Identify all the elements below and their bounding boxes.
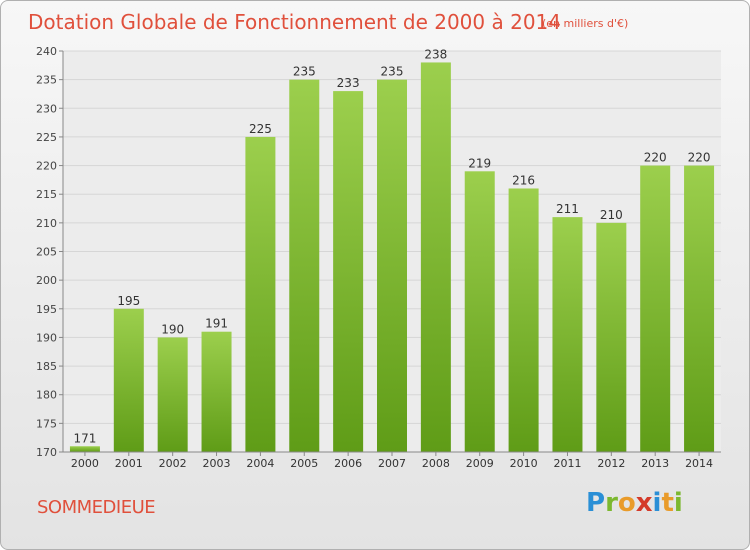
data-label: 238 bbox=[424, 47, 447, 61]
bar bbox=[552, 217, 583, 452]
y-tick-label: 240 bbox=[36, 45, 57, 58]
y-tick-label: 210 bbox=[36, 217, 57, 230]
bar bbox=[201, 331, 232, 452]
bars-layer bbox=[69, 62, 715, 453]
x-tick-label: 2003 bbox=[203, 457, 231, 470]
y-tick-label: 185 bbox=[36, 360, 57, 373]
y-tick-label: 205 bbox=[36, 246, 57, 259]
data-label: 219 bbox=[468, 156, 491, 170]
bar bbox=[69, 446, 100, 452]
x-tick-label: 2002 bbox=[159, 457, 187, 470]
x-tick-label: 2001 bbox=[115, 457, 143, 470]
bar bbox=[684, 165, 715, 453]
data-label: 235 bbox=[381, 65, 404, 79]
commune-name: SOMMEDIEUE bbox=[37, 497, 156, 518]
chart-unit: (en milliers d'€) bbox=[542, 17, 629, 30]
y-tick-label: 220 bbox=[36, 160, 57, 173]
x-tick-label: 2005 bbox=[290, 457, 318, 470]
x-tick-label: 2008 bbox=[422, 457, 450, 470]
data-label: 195 bbox=[117, 294, 140, 308]
y-tick-label: 170 bbox=[36, 446, 57, 459]
data-label: 210 bbox=[600, 208, 623, 222]
x-tick-label: 2006 bbox=[334, 457, 362, 470]
bar bbox=[420, 62, 451, 452]
x-tick-label: 2000 bbox=[71, 457, 99, 470]
y-tick-label: 225 bbox=[36, 131, 57, 144]
bar bbox=[289, 79, 320, 453]
bar bbox=[333, 91, 364, 452]
logo-letter: i bbox=[673, 488, 683, 518]
bar bbox=[640, 165, 671, 453]
x-tick-label: 2009 bbox=[466, 457, 494, 470]
bar bbox=[157, 337, 188, 452]
logo-letter: P bbox=[586, 488, 606, 518]
logo-letter: t bbox=[661, 488, 674, 518]
x-tick-label: 2013 bbox=[641, 457, 669, 470]
logo-letter: o bbox=[617, 488, 636, 518]
proxiti-logo: Proxiti bbox=[586, 488, 683, 518]
y-tick-label: 195 bbox=[36, 303, 57, 316]
y-tick-label: 235 bbox=[36, 74, 57, 87]
x-tick-label: 2011 bbox=[553, 457, 581, 470]
x-tick-label: 2007 bbox=[378, 457, 406, 470]
bar bbox=[508, 188, 539, 452]
logo-letter: x bbox=[635, 488, 653, 518]
data-label: 190 bbox=[161, 322, 184, 336]
bar bbox=[596, 222, 627, 452]
bar bbox=[113, 308, 144, 452]
x-tick-label: 2014 bbox=[685, 457, 713, 470]
y-tick-label: 180 bbox=[36, 389, 57, 402]
data-label: 216 bbox=[512, 173, 535, 187]
data-label: 211 bbox=[556, 202, 579, 216]
bar bbox=[377, 79, 407, 453]
labels-layer: 171 195 190 191 225 235 233 235 238 219 216 211 210 2… bbox=[73, 47, 710, 445]
data-label: 220 bbox=[688, 151, 711, 165]
chart-title: Dotation Globale de Fonctionnement de 20… bbox=[28, 10, 561, 34]
data-label: 220 bbox=[644, 151, 667, 165]
data-label: 191 bbox=[205, 317, 228, 331]
data-label: 233 bbox=[337, 76, 360, 90]
bar bbox=[245, 136, 276, 452]
data-label: 171 bbox=[73, 431, 96, 445]
axis-layer: 170 175 180 185 190 195 200 205 210 215 220 225 230 2… bbox=[36, 45, 721, 470]
logo-letter: r bbox=[605, 488, 618, 518]
y-tick-label: 230 bbox=[36, 102, 57, 115]
y-tick-label: 200 bbox=[36, 274, 57, 287]
logo-letter: i bbox=[652, 488, 662, 518]
y-tick-label: 215 bbox=[36, 188, 57, 201]
data-label: 235 bbox=[293, 65, 316, 79]
bar bbox=[464, 171, 495, 453]
x-tick-label: 2012 bbox=[597, 457, 625, 470]
x-tick-label: 2010 bbox=[510, 457, 538, 470]
x-tick-label: 2004 bbox=[246, 457, 274, 470]
y-tick-label: 190 bbox=[36, 331, 57, 344]
data-label: 225 bbox=[249, 122, 272, 136]
y-tick-label: 175 bbox=[36, 417, 57, 430]
